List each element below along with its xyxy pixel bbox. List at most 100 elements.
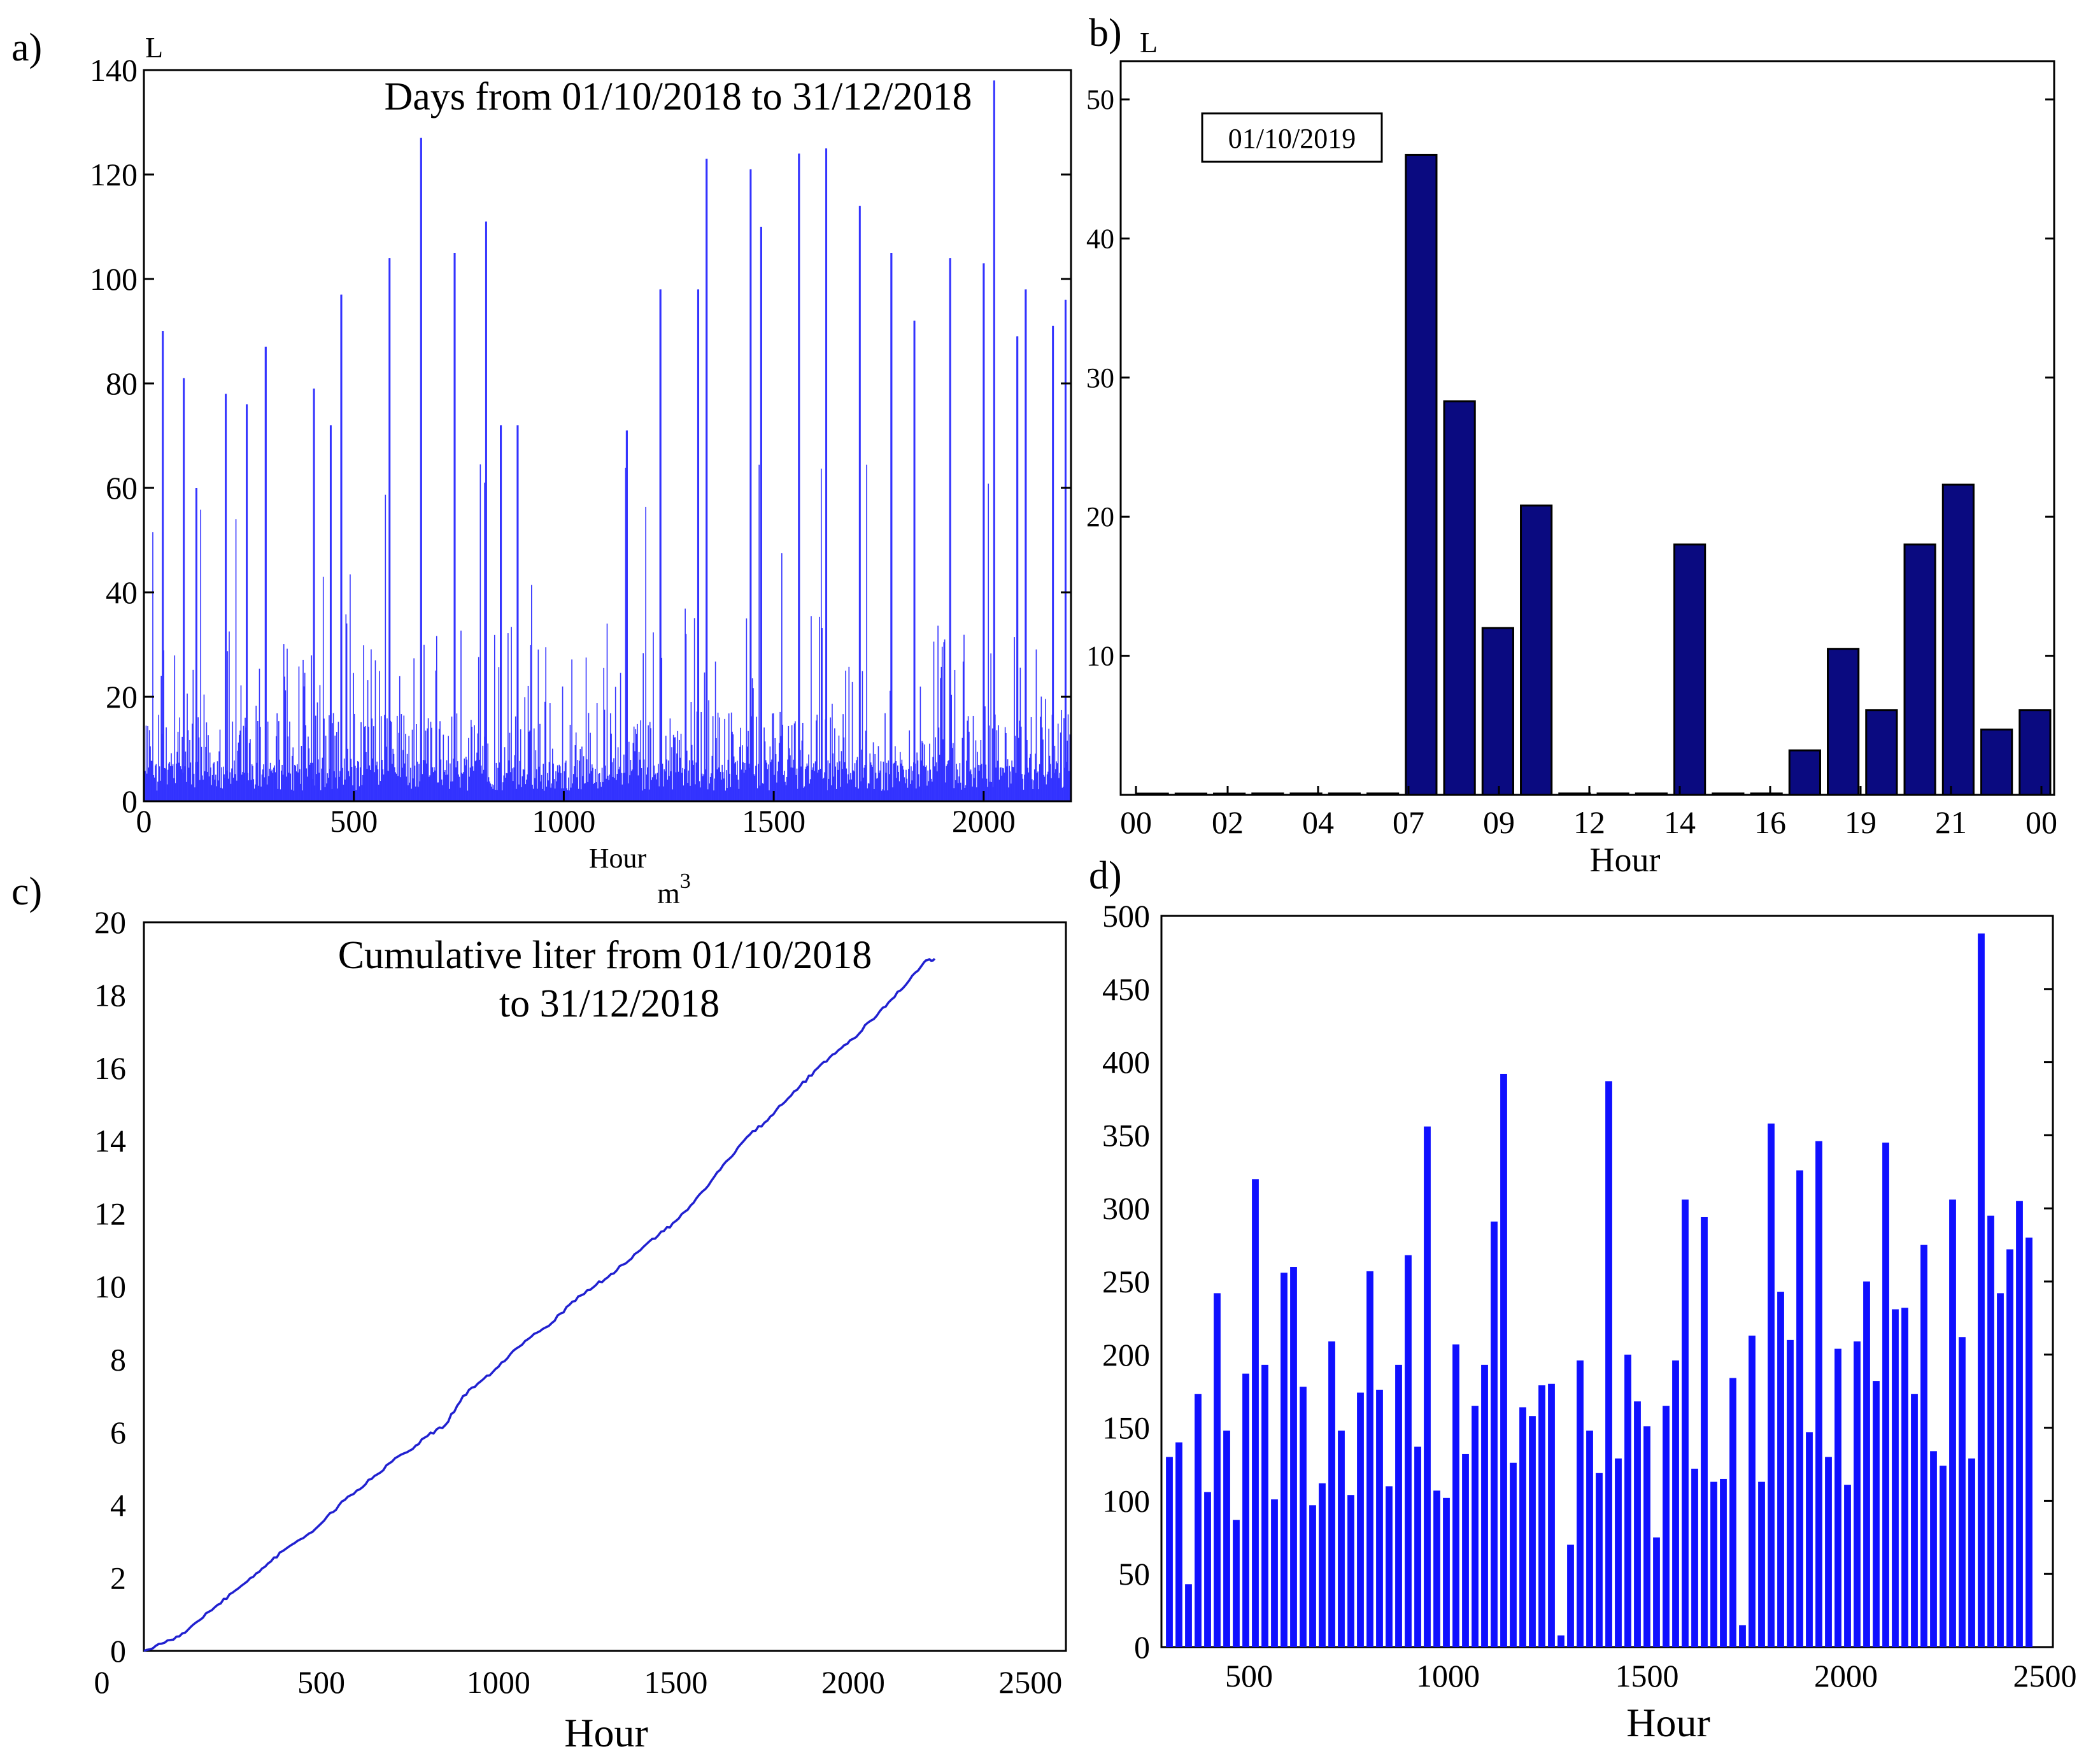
panel-a-bar [691, 745, 693, 801]
panel-a-bar [1000, 767, 1002, 801]
panel-a-bar [687, 783, 688, 801]
panel-a-bar [518, 784, 520, 801]
panel-a-bar [617, 747, 619, 801]
panel-a-bar [870, 762, 872, 801]
panel-a-bar [436, 636, 437, 801]
panel-c-xtick-label: 2000 [821, 1664, 885, 1700]
panel-a-bar [828, 778, 830, 801]
panel-a-bar [492, 784, 493, 801]
panel-a-bar [1037, 771, 1039, 801]
panel-a-bar [1009, 766, 1011, 801]
panel-d-bar [1605, 1081, 1612, 1647]
panel-a-bar [350, 574, 351, 801]
panel-a-peak-bar [625, 430, 628, 801]
panel-a-bar [232, 777, 234, 801]
panel-a-bar [266, 784, 268, 801]
panel-a-bar [854, 763, 856, 801]
panel-a-bar [561, 788, 563, 801]
panel-a-bar [804, 786, 805, 801]
panel-a-bar [245, 717, 246, 801]
panel-a-bar [737, 780, 739, 801]
panel-c-frame [143, 921, 1067, 1652]
panel-a-bar [558, 764, 560, 801]
panel-b-bar [1443, 400, 1476, 796]
panel-a-bar [1057, 724, 1059, 801]
panel-b-bar [1520, 504, 1553, 796]
panel-a-bar [733, 756, 735, 801]
panel-a-bar [169, 762, 171, 801]
panel-a-bar [812, 767, 814, 801]
panel-a-bar [255, 705, 257, 801]
panel-a-bar [883, 761, 884, 801]
panel-a-bar [198, 737, 200, 801]
panel-a-x-ticks: 0 500 1000 1500 2000 [136, 791, 1016, 839]
panel-a-bar [1004, 772, 1005, 801]
panel-a-bar [655, 773, 656, 801]
panel-a-bar [782, 724, 783, 801]
panel-a-bar [1069, 734, 1070, 801]
panel-a-bar [861, 749, 862, 801]
panel-b-xtick-label: 12 [1573, 804, 1605, 840]
panel-a-bar [206, 771, 208, 801]
panel-a-bar [419, 781, 421, 801]
panel-a-bar [1027, 767, 1029, 801]
panel-d-bar [1892, 1309, 1899, 1647]
panel-a-bar [558, 772, 559, 801]
panel-a-ytick-label: 0 [122, 783, 138, 819]
panel-a-bar [292, 755, 293, 801]
panel-d-xtick-label: 500 [1225, 1658, 1273, 1694]
panel-a-bar [662, 763, 663, 801]
panel-a-bar [681, 773, 683, 801]
panel-a-bar [409, 782, 411, 801]
panel-b-xtick-label: 00 [2026, 804, 2057, 840]
panel-a-bar [972, 715, 974, 801]
panel-a-bar [712, 716, 714, 801]
panel-a-bar [151, 760, 153, 801]
panel-a-bar [679, 757, 681, 801]
panel-a-bar [211, 785, 213, 801]
panel-a-bar [335, 777, 337, 801]
panel-a-bar [758, 464, 760, 801]
panel-a-bar [656, 779, 658, 801]
panel-a-bar [640, 720, 642, 801]
panel-a-bar [153, 775, 155, 801]
panel-c-ytick-label: 6 [110, 1415, 126, 1450]
panel-a-bar [235, 519, 237, 801]
panel-a-bar [908, 769, 909, 801]
panel-a-bar [977, 764, 979, 801]
panel-a-bar [587, 782, 588, 801]
panel-a-bar [916, 752, 918, 801]
panel-d-bar [1395, 1364, 1402, 1647]
panel-a-bar [1032, 789, 1033, 801]
panel-d-ytick-label: 250 [1102, 1264, 1150, 1299]
panel-a-bar [197, 717, 199, 801]
panel-a-bar [326, 783, 327, 801]
panel-a-bar [732, 731, 733, 801]
panel-a-bar [371, 718, 373, 801]
panel-a-bar [974, 778, 975, 801]
panel-a-bar [876, 778, 877, 801]
panel-a-bar [202, 775, 203, 801]
panel-a-bar [1056, 763, 1058, 801]
panel-a-bar [365, 752, 367, 801]
panel-c-xtick-label: 0 [94, 1664, 110, 1700]
panel-a-bar [925, 765, 927, 801]
panel-a-bar [403, 715, 405, 801]
panel-a-bar [320, 790, 322, 801]
panel-a-bar [214, 780, 216, 801]
panel-a-bar [371, 649, 372, 801]
panel-d-ytick-label: 350 [1102, 1117, 1150, 1153]
panel-a-bar [832, 703, 833, 801]
panel-b-xtick-label: 21 [1935, 804, 1967, 840]
panel-a-bar [222, 788, 223, 801]
panel-a-bar [272, 773, 274, 801]
panel-a-bar [234, 774, 236, 801]
panel-a-bar [1038, 789, 1040, 801]
panel-a-bar [343, 758, 345, 801]
panel-a-bar [492, 789, 493, 801]
panel-a-bar [171, 753, 172, 801]
panel-c-label: c) [11, 870, 42, 913]
panel-a-bar [909, 730, 911, 801]
panel-b-label: b) [1089, 11, 1122, 55]
panel-a-bar [434, 770, 436, 801]
